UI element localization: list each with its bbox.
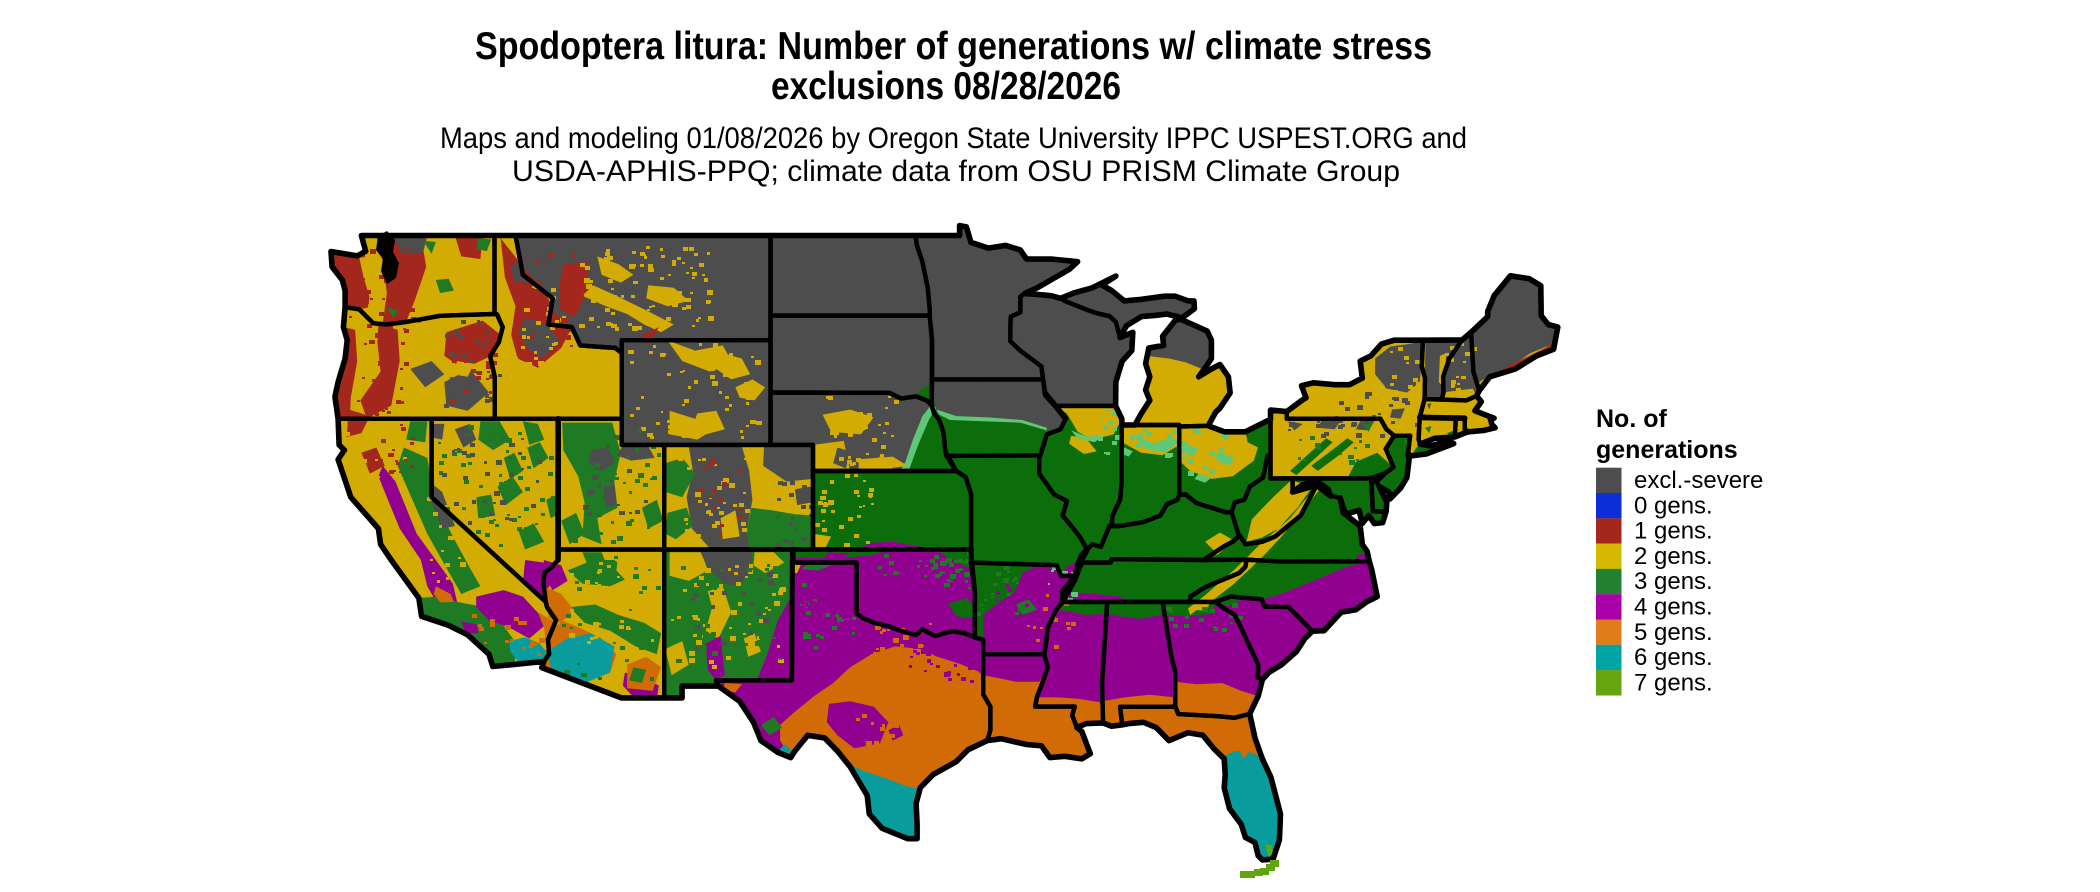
svg-text:4 gens.: 4 gens. <box>1634 594 1713 621</box>
svg-text:3 gens.: 3 gens. <box>1634 568 1713 595</box>
svg-text:generations: generations <box>1596 436 1738 464</box>
svg-text:5 gens.: 5 gens. <box>1634 619 1713 646</box>
svg-text:exclusions 08/28/2026: exclusions 08/28/2026 <box>771 65 1121 108</box>
svg-text:6 gens.: 6 gens. <box>1634 644 1713 671</box>
svg-text:Spodoptera litura: Number of g: Spodoptera litura: Number of generations… <box>475 25 1432 68</box>
svg-text:0 gens.: 0 gens. <box>1634 492 1713 519</box>
svg-text:excl.-severe: excl.-severe <box>1634 467 1763 494</box>
svg-text:USDA-APHIS-PPQ; climate data f: USDA-APHIS-PPQ; climate data from OSU PR… <box>512 155 1400 188</box>
svg-text:2 gens.: 2 gens. <box>1634 543 1713 570</box>
svg-text:1 gens.: 1 gens. <box>1634 518 1713 545</box>
svg-text:Maps and modeling 01/08/2026 b: Maps and modeling 01/08/2026 by Oregon S… <box>440 122 1467 155</box>
svg-text:7 gens.: 7 gens. <box>1634 669 1713 696</box>
svg-text:No. of: No. of <box>1596 405 1667 433</box>
